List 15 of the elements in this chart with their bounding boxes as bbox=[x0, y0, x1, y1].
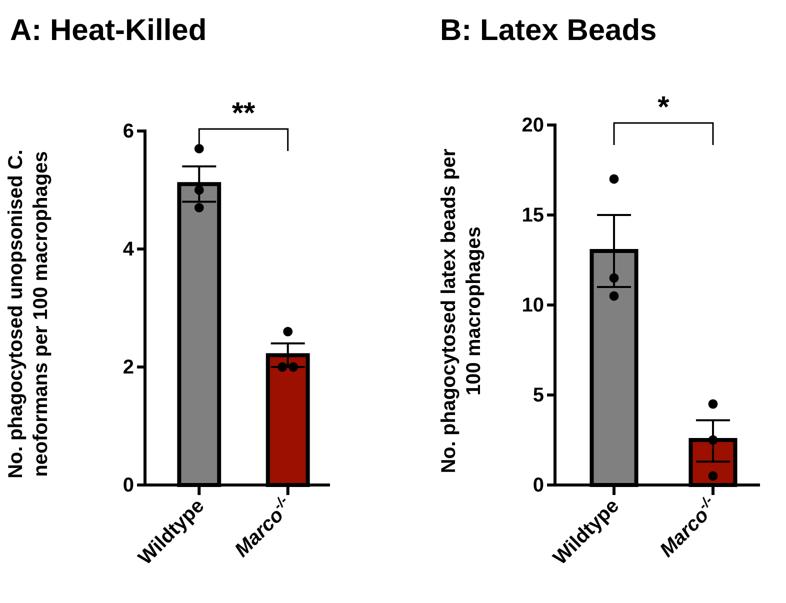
y-tick-label: 0 bbox=[122, 474, 134, 496]
y-tick-label: 4 bbox=[122, 238, 135, 260]
y-tick-label: 15 bbox=[522, 204, 544, 226]
y-tick-label: 20 bbox=[522, 114, 544, 136]
text: * bbox=[658, 91, 670, 124]
chart-title: B: Latex Beads bbox=[440, 14, 657, 47]
y-axis-title: No. phagocytosed latex beads per 100 macrophages bbox=[438, 148, 485, 474]
y-tick-label: 6 bbox=[122, 120, 134, 142]
y-axis-title: No. phagocytosed unopsonised C. neoformans per 100 macrophages bbox=[5, 150, 52, 478]
y-tick-label: 10 bbox=[522, 294, 544, 316]
y-tick-label: 2 bbox=[122, 356, 134, 378]
y-tick-label: 0 bbox=[532, 474, 544, 496]
y-tick-label: 5 bbox=[532, 384, 544, 406]
text: ** bbox=[232, 97, 256, 130]
chart-title: A: Heat-Killed bbox=[10, 14, 207, 47]
